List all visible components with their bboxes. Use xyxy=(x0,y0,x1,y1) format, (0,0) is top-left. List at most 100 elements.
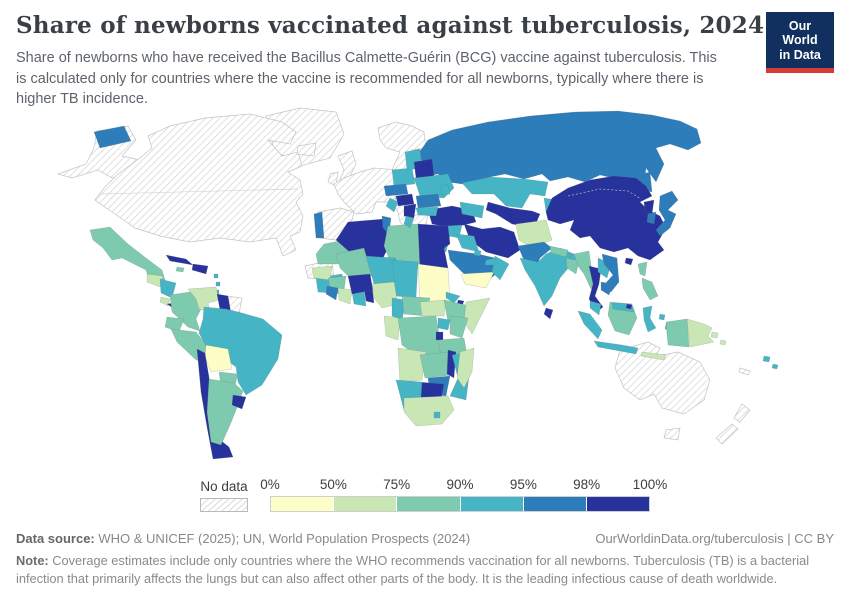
region-iceland[interactable] xyxy=(296,142,317,157)
region-cambodia[interactable] xyxy=(600,281,614,296)
region-canada-usa[interactable] xyxy=(94,113,304,257)
chart-header: Share of newborns vaccinated against tub… xyxy=(16,12,834,110)
region-south-korea[interactable] xyxy=(646,211,657,225)
region-oman[interactable] xyxy=(491,255,510,281)
region-new-zealand[interactable] xyxy=(715,403,751,445)
region-madagascar[interactable] xyxy=(456,347,475,389)
region-egypt[interactable] xyxy=(417,223,451,271)
region-solomon-islands[interactable] xyxy=(710,331,727,346)
owid-logo[interactable]: Our World in Data xyxy=(766,12,834,74)
region-nepal[interactable] xyxy=(549,245,569,258)
region-japan[interactable] xyxy=(655,190,679,237)
no-data-swatch[interactable] xyxy=(200,498,248,512)
region-brunei[interactable] xyxy=(625,303,633,310)
region-papua-new-guinea[interactable] xyxy=(686,318,715,348)
legend-tick-100%: 100% xyxy=(632,477,668,492)
region-lesser-sunda-islands[interactable] xyxy=(640,351,667,361)
region-tasmania[interactable] xyxy=(663,427,681,441)
legend-no-data: No data xyxy=(200,479,248,512)
region-caucasus[interactable] xyxy=(459,201,485,219)
legend-cell-98-100%[interactable] xyxy=(586,497,650,511)
region-bolivia[interactable] xyxy=(204,344,233,373)
world-map[interactable] xyxy=(0,103,850,481)
region-indonesia-sulawesi[interactable] xyxy=(642,305,657,333)
region-moldova[interactable] xyxy=(439,183,451,196)
region-uae-qatar[interactable] xyxy=(484,257,497,266)
legend-cell-95-98%[interactable] xyxy=(523,497,587,511)
region-cote-divoire[interactable] xyxy=(337,287,353,305)
region-hungary[interactable] xyxy=(395,193,415,207)
legend-cell-50-75%[interactable] xyxy=(334,497,398,511)
region-lesotho[interactable] xyxy=(433,411,441,419)
legend-cell-0-50%[interactable] xyxy=(271,497,335,511)
region-kenya[interactable] xyxy=(449,315,469,339)
region-bulgaria[interactable] xyxy=(415,206,439,217)
region-rwanda-burundi[interactable] xyxy=(435,331,444,341)
region-portugal[interactable] xyxy=(313,211,325,239)
mongolia-dashed-border xyxy=(567,188,642,200)
region-fiji[interactable] xyxy=(762,355,779,370)
owid-logo-text: Our World in Data xyxy=(766,12,834,69)
region-mexico[interactable] xyxy=(89,226,166,284)
legend-cell-75-90%[interactable] xyxy=(397,497,461,511)
region-russia[interactable] xyxy=(417,110,702,187)
region-australia[interactable] xyxy=(614,341,711,415)
map-legend: No data 0% 50% 75% 90% 95% 98% 100% xyxy=(0,477,850,512)
region-south-sudan[interactable] xyxy=(419,299,447,317)
region-argentina[interactable] xyxy=(206,378,244,446)
chart-title: Share of newborns vaccinated against tub… xyxy=(16,12,765,39)
region-chile[interactable] xyxy=(196,348,234,460)
region-nigeria[interactable] xyxy=(371,281,399,309)
region-cuba[interactable] xyxy=(165,254,194,266)
region-yemen[interactable] xyxy=(460,271,495,289)
data-source-value: WHO & UNICEF (2025); UN, World Populatio… xyxy=(98,531,471,546)
region-costa-rica[interactable] xyxy=(159,296,171,307)
region-malaysia[interactable] xyxy=(589,300,602,316)
region-sri-lanka[interactable] xyxy=(543,307,554,320)
region-india[interactable] xyxy=(519,247,575,307)
region-indonesia-sumatra[interactable] xyxy=(577,310,603,340)
region-uganda[interactable] xyxy=(437,317,451,331)
region-hainan[interactable] xyxy=(624,257,634,266)
legend-cell-90-95%[interactable] xyxy=(460,497,524,511)
legend-tick-98%: 98% xyxy=(573,477,601,492)
region-poland[interactable] xyxy=(391,167,416,187)
region-angola[interactable] xyxy=(397,347,427,383)
region-belarus[interactable] xyxy=(413,158,435,179)
region-guatemala-belize[interactable] xyxy=(146,273,164,288)
region-sierra-leone-liberia[interactable] xyxy=(325,285,339,301)
region-papua-indonesia[interactable] xyxy=(665,318,690,348)
region-albania-north-macedonia[interactable] xyxy=(403,215,415,229)
region-czechia-slovakia[interactable] xyxy=(383,183,409,197)
region-jamaica[interactable] xyxy=(175,266,185,273)
region-thailand[interactable] xyxy=(588,265,604,313)
chart-subtitle: Share of newborns who have received the … xyxy=(16,50,717,108)
region-uruguay[interactable] xyxy=(231,394,247,410)
region-somalia[interactable] xyxy=(463,297,491,335)
region-south-africa[interactable] xyxy=(403,395,455,427)
legend-tick-50%: 50% xyxy=(319,477,347,492)
region-kazakhstan[interactable] xyxy=(461,176,549,209)
region-brazil[interactable] xyxy=(198,306,283,396)
region-philippines[interactable] xyxy=(637,261,659,301)
region-romania[interactable] xyxy=(415,193,442,209)
legend-tick-0%: 0% xyxy=(260,477,280,492)
region-north-korea[interactable] xyxy=(643,199,655,215)
region-serbia[interactable] xyxy=(403,203,417,219)
region-china-mongolia[interactable] xyxy=(545,175,667,261)
region-hispaniola[interactable] xyxy=(191,263,209,275)
region-croatia-bosnia[interactable] xyxy=(385,197,399,213)
region-kuwait[interactable] xyxy=(473,249,482,257)
no-data-label: No data xyxy=(200,479,248,494)
region-new-caledonia[interactable] xyxy=(738,367,751,376)
region-indonesia-java[interactable] xyxy=(593,340,639,355)
region-chukotka-russia[interactable] xyxy=(93,125,132,149)
world-map-container xyxy=(0,103,850,481)
data-source: Data source: WHO & UNICEF (2025); UN, Wo… xyxy=(16,531,470,546)
data-source-label: Data source: xyxy=(16,531,95,546)
region-pakistan[interactable] xyxy=(517,241,553,273)
owid-license-link[interactable]: OurWorldinData.org/tuberculosis | CC BY xyxy=(595,531,834,546)
owid-logo-accent-bar xyxy=(766,68,834,74)
region-gabon-congo[interactable] xyxy=(383,315,401,341)
region-bangladesh[interactable] xyxy=(565,257,580,275)
